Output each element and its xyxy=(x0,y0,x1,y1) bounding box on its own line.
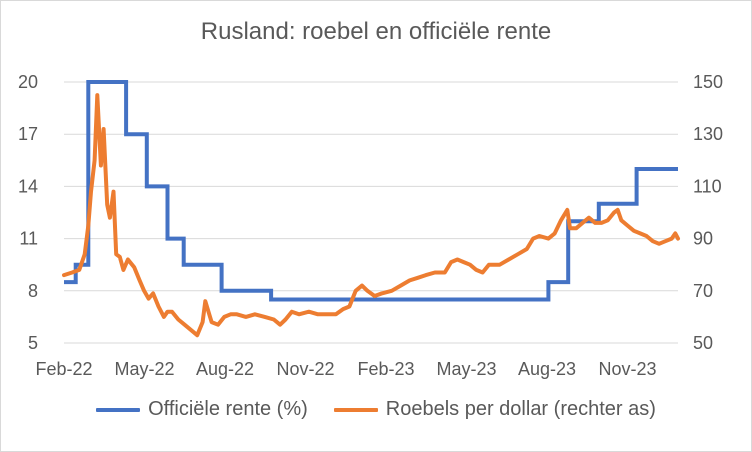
x-tick-label: Aug-22 xyxy=(196,359,254,379)
x-tick-label: May-22 xyxy=(114,359,174,379)
x-tick-label: Nov-22 xyxy=(276,359,334,379)
y-right-tick-label: 130 xyxy=(693,124,723,144)
legend-label-rub: Roebels per dollar (rechter as) xyxy=(385,398,656,420)
x-tick-label: Aug-23 xyxy=(518,359,576,379)
y-left-tick-label: 5 xyxy=(28,333,38,353)
x-tick-label: May-23 xyxy=(436,359,496,379)
y-left-tick-label: 14 xyxy=(18,176,38,196)
y-right-tick-label: 50 xyxy=(693,333,713,353)
y-right-tick-label: 110 xyxy=(693,176,722,196)
series-line-officiele-rente xyxy=(64,80,678,302)
y-right-tick-label: 150 xyxy=(693,72,723,92)
y-left-tick-label: 11 xyxy=(19,229,38,249)
y-right-tick-label: 70 xyxy=(693,281,713,301)
y-left-tick-label: 8 xyxy=(28,281,38,301)
y-right-tick-label: 90 xyxy=(693,229,713,249)
legend-label-rate: Officiële rente (%) xyxy=(148,398,308,420)
x-tick-label: Nov-23 xyxy=(598,359,656,379)
y-left-tick-label: 17 xyxy=(18,124,38,144)
y-left-tick-label: 20 xyxy=(18,72,38,92)
x-tick-label: Feb-22 xyxy=(35,359,92,379)
chart-legend: Officiële rente (%) Roebels per dollar (… xyxy=(0,398,752,421)
legend-item-rate: Officiële rente (%) xyxy=(96,398,308,421)
legend-item-rub: Roebels per dollar (rechter as) xyxy=(333,398,656,421)
series-line-roebels-per-dollar xyxy=(62,93,680,338)
legend-swatch-rate xyxy=(96,407,141,412)
legend-swatch-rub xyxy=(333,407,378,412)
x-tick-label: Feb-23 xyxy=(357,359,414,379)
chart-title: Rusland: roebel en officiële rente xyxy=(200,18,552,45)
